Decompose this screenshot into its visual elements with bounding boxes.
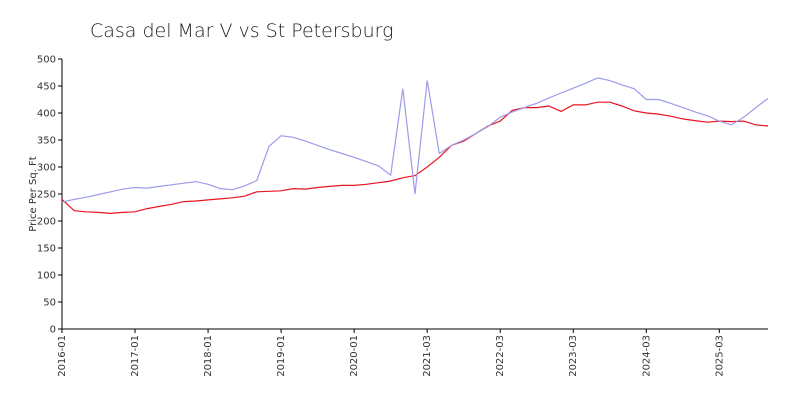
x-tick-label: 2020-01 <box>349 335 360 377</box>
y-tick-label: 300 <box>37 163 56 174</box>
x-tick-label: 2019-01 <box>276 335 287 377</box>
series-line <box>61 77 769 203</box>
x-tick-label: 2018-01 <box>203 335 214 377</box>
x-tick-label: 2016-01 <box>57 335 68 377</box>
y-tick-label: 50 <box>43 298 56 309</box>
y-tick-label: 0 <box>50 325 56 336</box>
x-tick-label: 2022-03 <box>495 335 506 377</box>
y-axis-label: Price Per Sq. Ft <box>28 156 39 231</box>
x-tick-label: 2024-03 <box>641 335 652 377</box>
y-tick-label: 100 <box>37 271 56 282</box>
y-tick-label: 250 <box>37 190 56 201</box>
y-tick-label: 200 <box>37 217 56 228</box>
x-tick-label: 2017-01 <box>130 335 141 377</box>
x-tick-label: 2025-03 <box>714 335 725 377</box>
chart-title: Casa del Mar V vs St Petersburg <box>90 20 394 42</box>
x-tick-label: 2021-03 <box>422 335 433 377</box>
y-tick-label: 350 <box>37 136 56 147</box>
y-tick-label: 450 <box>37 82 56 93</box>
y-tick-label: 500 <box>37 55 56 66</box>
x-tick-label: 2023-03 <box>568 335 579 377</box>
y-tick-label: 400 <box>37 109 56 120</box>
series-line <box>61 101 769 215</box>
y-tick-label: 150 <box>37 244 56 255</box>
